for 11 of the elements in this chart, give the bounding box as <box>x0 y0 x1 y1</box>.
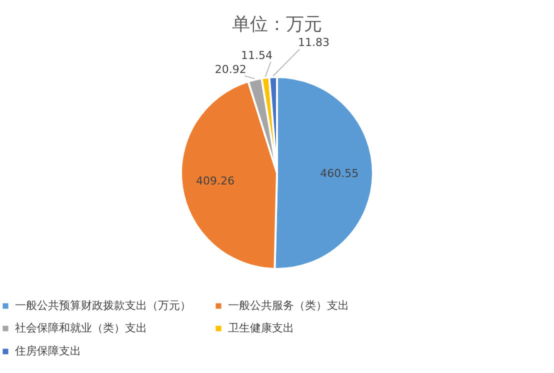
data-label: 20.92 <box>214 62 246 76</box>
legend-label: 社会保障和就业（类）支出 <box>15 322 147 334</box>
data-label: 460.55 <box>320 166 359 180</box>
legend-label: 一般公共服务（类）支出 <box>228 298 349 312</box>
legend-label: 住房保障支出 <box>15 344 81 358</box>
data-label: 409.26 <box>196 174 234 188</box>
legend-label: 卫生健康支出 <box>228 322 294 334</box>
chart-title: 单位：万元 <box>232 14 322 36</box>
data-label: 11.54 <box>241 48 273 62</box>
data-label: 11.83 <box>298 36 330 50</box>
legend-label: 一般公共预算财政拨款支出（万元） <box>15 298 191 312</box>
